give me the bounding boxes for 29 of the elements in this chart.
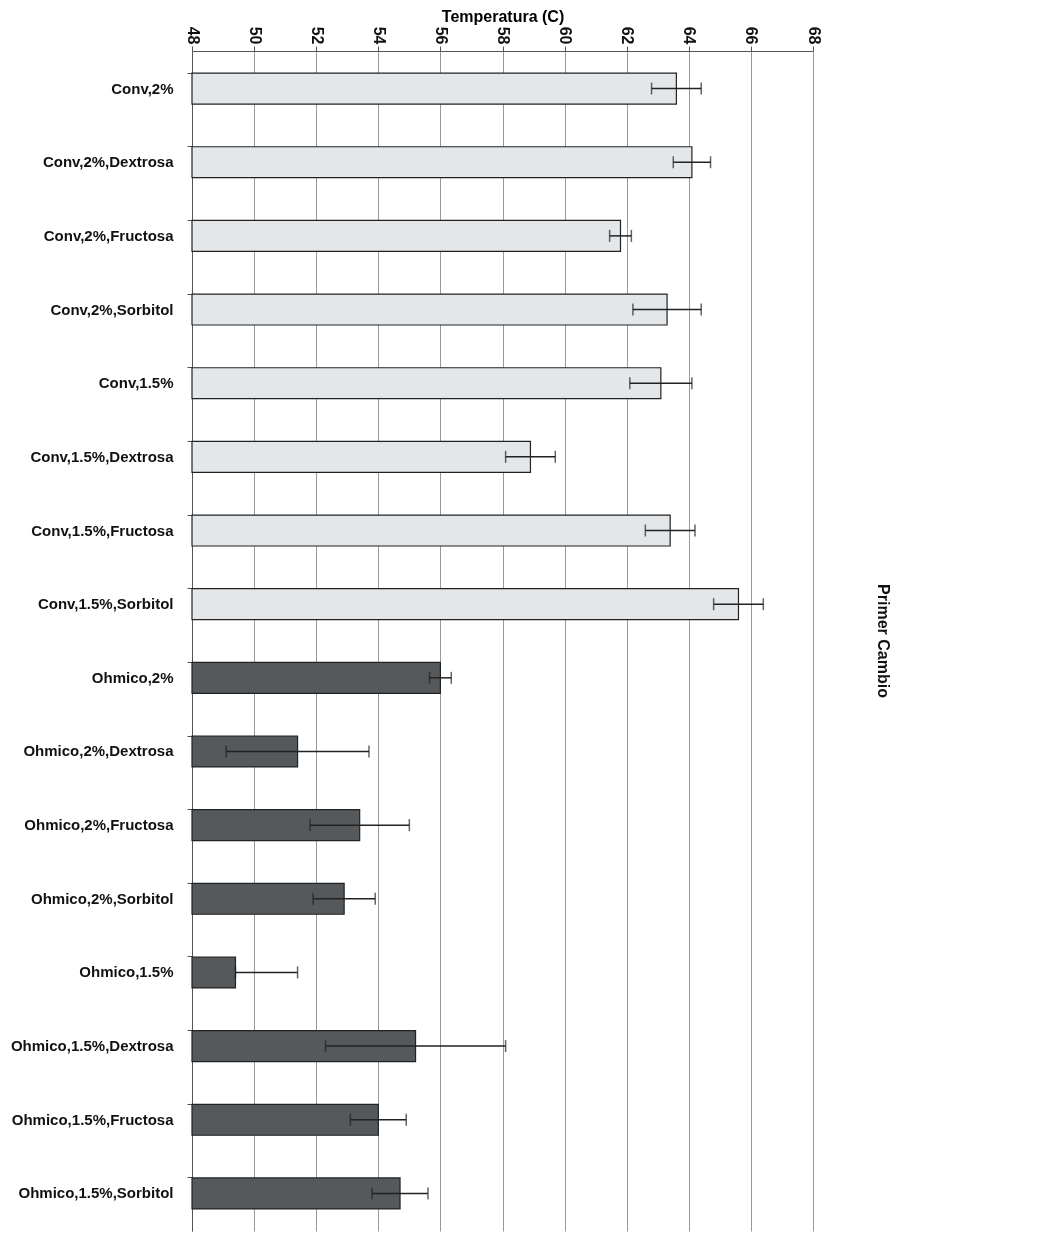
y-tick-label: Ohmico,1.5%,Sorbitol: [18, 1184, 174, 1202]
y-tick-label: Conv,2%,Fructosa: [43, 226, 175, 244]
x-axis-title: Temperatura (C): [441, 7, 565, 25]
x-tick-label: 56: [432, 26, 450, 45]
y-tick-label: Ohmico,1.5%,Dextrosa: [10, 1037, 175, 1055]
y-tick-label: Ohmico,2%: [91, 668, 174, 686]
y-tick-label: Ohmico,1.5%: [79, 963, 174, 981]
y-tick-label: Conv,1.5%,Fructosa: [31, 521, 175, 539]
y-tick-label: Conv,1.5%: [98, 374, 174, 392]
y-tick-label: Conv,2%,Dextrosa: [42, 153, 175, 171]
x-tick-label: 66: [743, 26, 761, 45]
x-tick-label: 64: [681, 26, 699, 45]
y-tick-label: Conv,1.5%,Dextrosa: [30, 447, 175, 465]
x-tick-label: 54: [370, 26, 388, 45]
text: Primer Cambio: [875, 584, 892, 699]
x-tick-label: 62: [619, 26, 637, 45]
x-tick-label: 58: [495, 26, 512, 45]
y-tick-label: Ohmico,2%,Fructosa: [24, 816, 175, 834]
x-tick-label: 60: [557, 26, 575, 45]
x-tick-label: 50: [246, 26, 264, 45]
y-tick-label: Ohmico,2%,Sorbitol: [30, 889, 174, 907]
x-tick-label: 52: [308, 26, 326, 45]
x-tick-label: 68: [805, 26, 823, 45]
y-tick-label: Ohmico,1.5%,Fructosa: [11, 1110, 175, 1128]
y-tick-label: Conv,2%: [111, 79, 174, 97]
y-tick-label: Conv,2%,Sorbitol: [50, 300, 174, 318]
y-tick-label: Ohmico,2%,Dextrosa: [23, 742, 175, 760]
x-tick-label: 48: [184, 26, 202, 45]
y-tick-label: Conv,1.5%,Sorbitol: [37, 595, 174, 613]
